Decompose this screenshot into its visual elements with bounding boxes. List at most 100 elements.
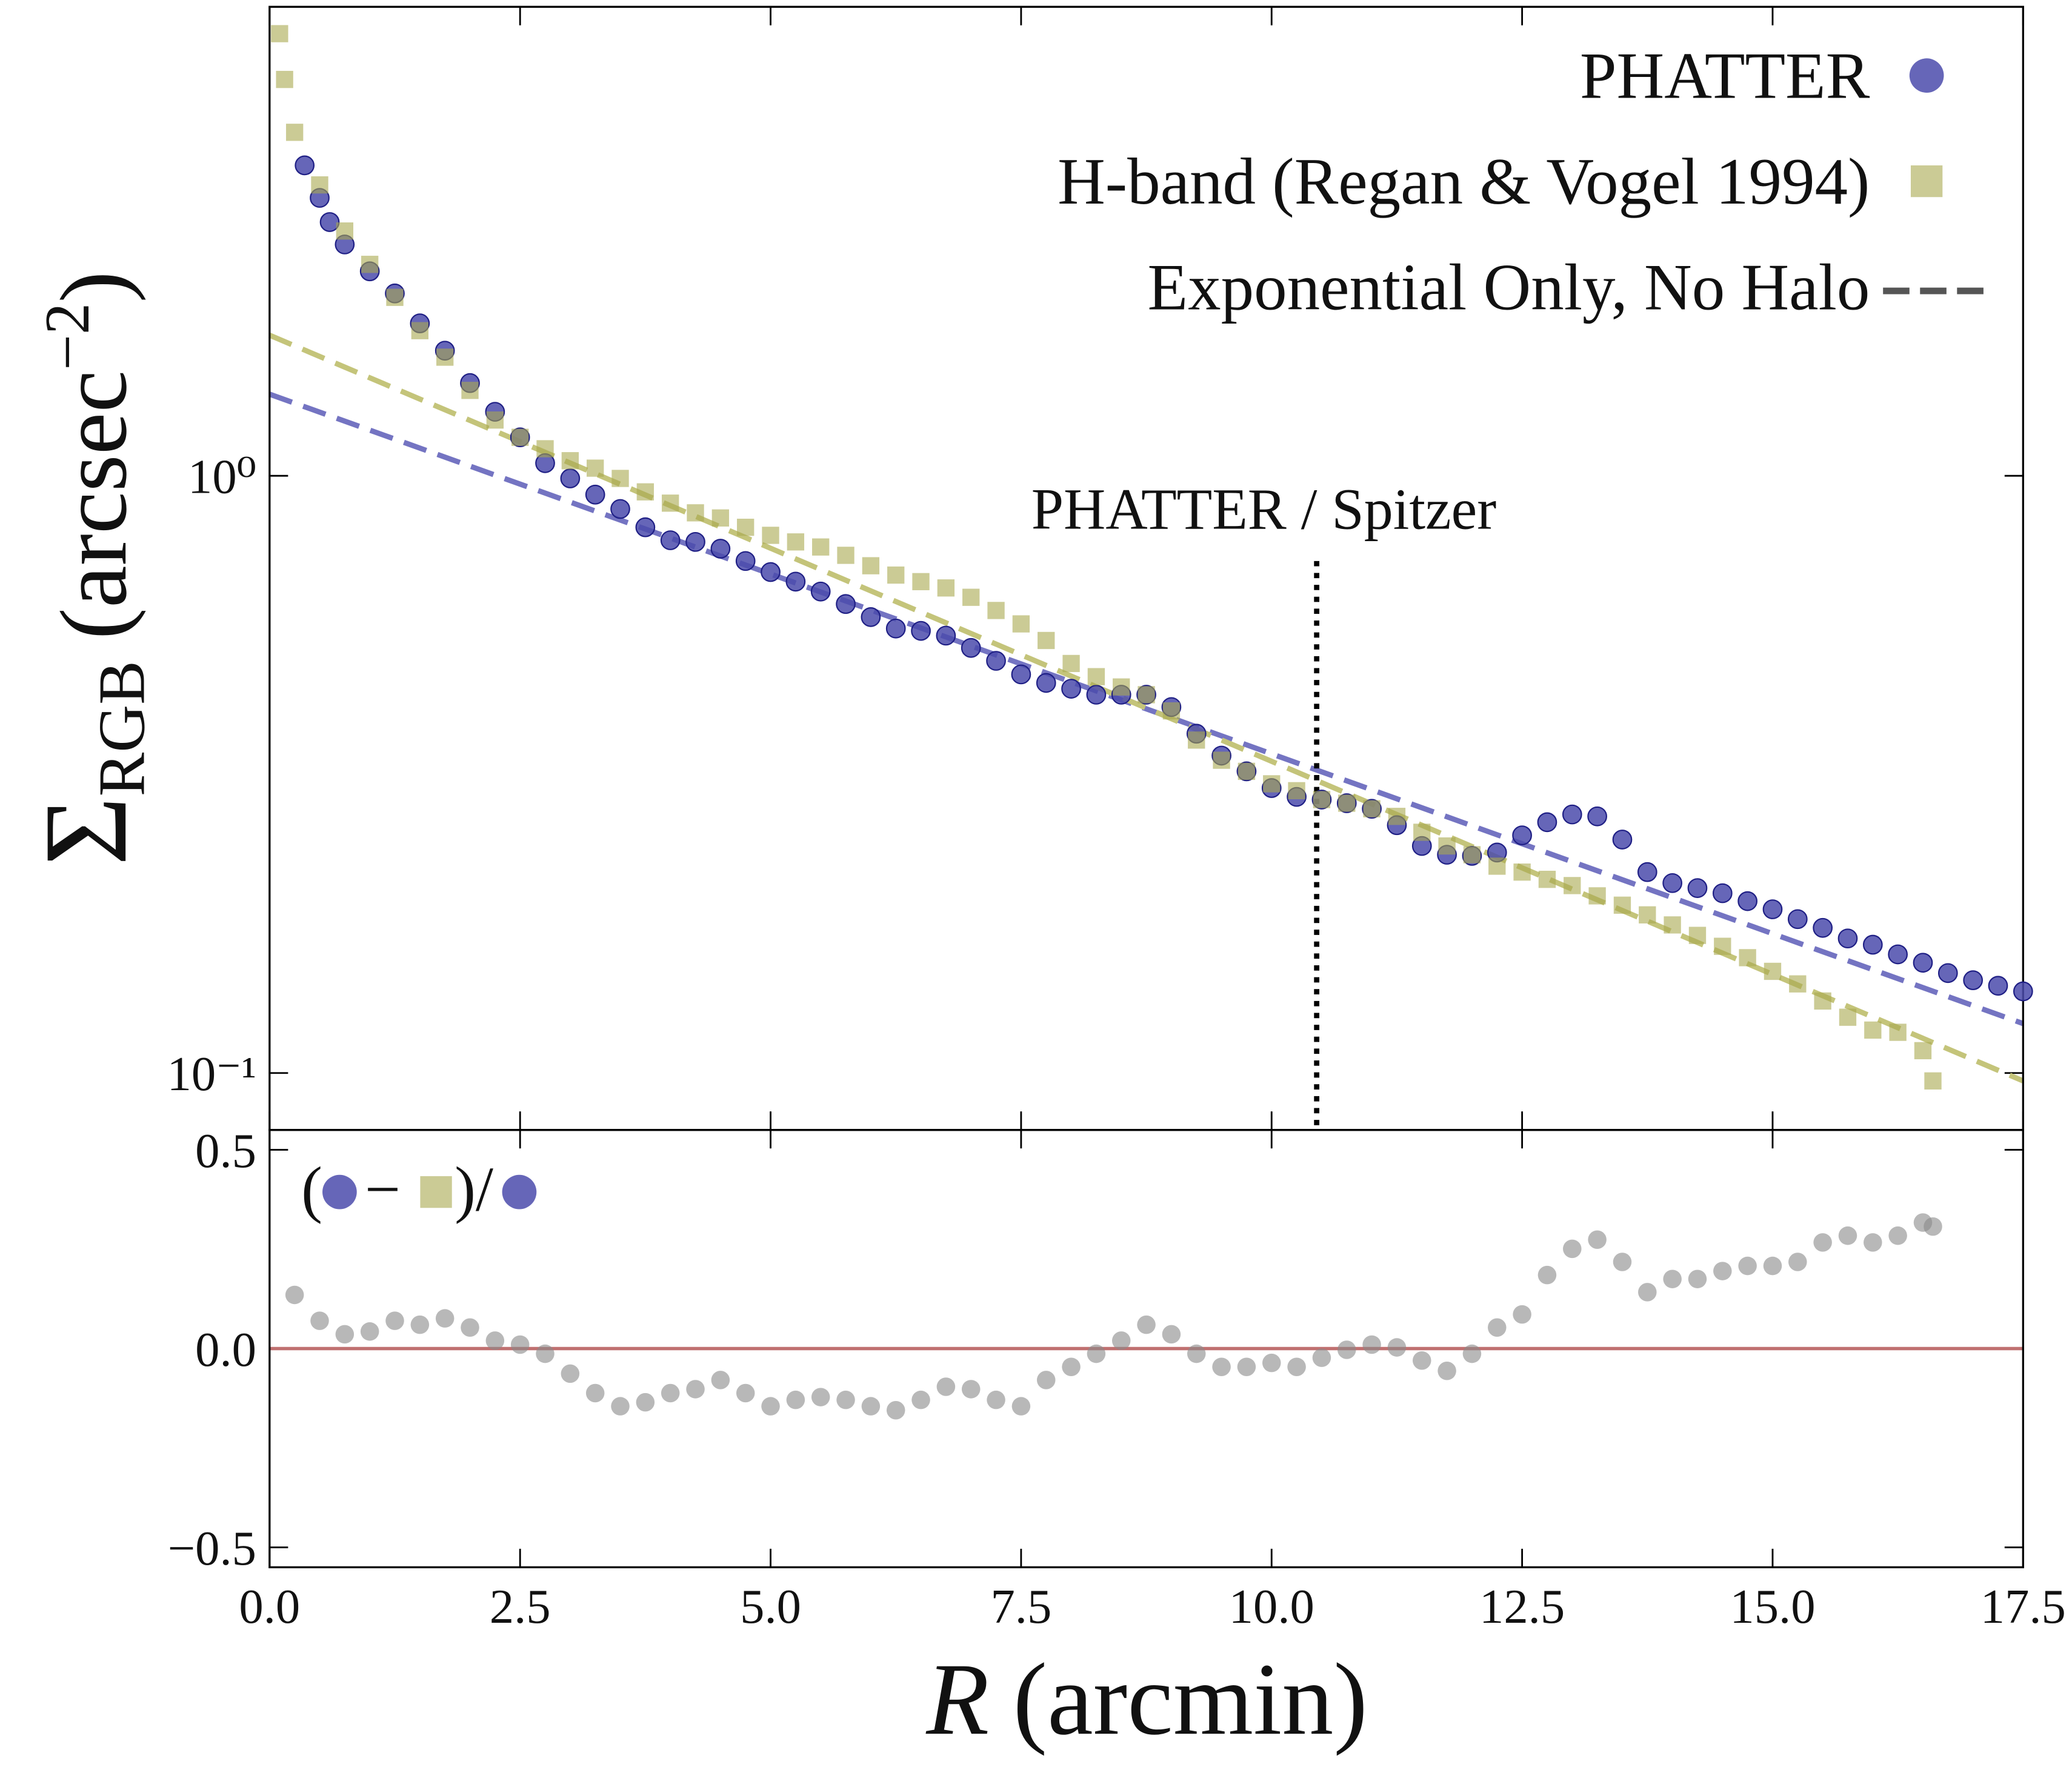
- y-tick-label: 10⁻¹: [167, 1047, 256, 1101]
- point: [1587, 806, 1607, 827]
- point: [1513, 1305, 1531, 1324]
- point: [836, 1390, 855, 1409]
- point: [1087, 1344, 1106, 1363]
- point: [1387, 1338, 1407, 1357]
- point: [461, 382, 479, 399]
- point: [1537, 812, 1557, 833]
- point: [1036, 1371, 1056, 1389]
- point: [1864, 1021, 1882, 1039]
- point: [1588, 1230, 1607, 1250]
- point: [1937, 963, 1958, 983]
- point: [1789, 975, 1807, 993]
- y-axis-label: ΣRGB (arcsec−2): [20, 271, 159, 865]
- point: [961, 637, 981, 658]
- point: [1663, 1270, 1682, 1288]
- x-axis-label: R (arcmin): [925, 1642, 1368, 1756]
- point: [1837, 928, 1858, 949]
- legend-marker: [502, 1174, 537, 1210]
- point: [1537, 1265, 1557, 1285]
- x-tick-label: 2.5: [490, 1580, 551, 1634]
- point: [1086, 685, 1107, 705]
- point: [587, 459, 604, 477]
- y-label-close: ): [41, 271, 146, 302]
- point: [1011, 664, 1031, 685]
- point: [1287, 1357, 1306, 1376]
- y-label-sup: −2: [32, 303, 102, 370]
- point: [1413, 824, 1431, 841]
- point: [585, 1383, 605, 1403]
- point: [1011, 1397, 1031, 1416]
- point: [1737, 891, 1757, 911]
- point: [1463, 846, 1481, 864]
- point: [1137, 1315, 1156, 1334]
- point: [1188, 731, 1205, 749]
- point: [987, 602, 1005, 619]
- point: [1363, 800, 1381, 817]
- point: [1764, 962, 1782, 980]
- point: [911, 621, 931, 641]
- point: [1113, 678, 1130, 696]
- point: [285, 1285, 304, 1305]
- point: [360, 1322, 379, 1341]
- point: [485, 1331, 505, 1350]
- point: [611, 470, 629, 487]
- point: [1488, 1318, 1507, 1337]
- point: [812, 538, 830, 556]
- point: [1212, 1357, 1231, 1376]
- point: [710, 539, 731, 559]
- point: [1662, 873, 1682, 893]
- point: [385, 1311, 404, 1330]
- point: [1312, 1348, 1331, 1367]
- point: [1637, 862, 1657, 882]
- point: [1813, 917, 1833, 938]
- point: [335, 1325, 355, 1344]
- point: [610, 499, 630, 519]
- point: [735, 551, 756, 571]
- annotation: PHATTER / Spitzer: [1031, 478, 1497, 542]
- point: [1488, 857, 1506, 875]
- point: [1513, 863, 1531, 881]
- y-label-symbol: Σ: [20, 796, 152, 865]
- x-tick-label: 12.5: [1479, 1580, 1565, 1634]
- point: [1738, 1256, 1757, 1276]
- point: [1788, 1253, 1807, 1271]
- plot-area: 10⁰ 10⁻¹ PHATTER / Spitzer: [167, 5, 2025, 1131]
- point: [2013, 981, 2033, 1002]
- y-tick-label: 0.0: [195, 1323, 256, 1377]
- point: [1564, 877, 1581, 894]
- point: [361, 256, 379, 273]
- point: [1913, 953, 1933, 973]
- point: [1187, 1344, 1206, 1363]
- point: [1924, 1072, 1942, 1090]
- point: [1162, 1325, 1181, 1344]
- point: [662, 494, 679, 512]
- point: [1639, 906, 1656, 923]
- y-label-unit: (arcsec: [41, 370, 146, 639]
- point: [1862, 934, 1883, 955]
- point: [1012, 615, 1030, 633]
- point: [1613, 896, 1631, 914]
- point: [561, 1364, 580, 1383]
- point: [1888, 1226, 1907, 1245]
- point: [1262, 1353, 1281, 1373]
- point: [1588, 887, 1606, 905]
- point: [1087, 668, 1105, 685]
- point: [1538, 870, 1556, 888]
- point: [861, 1397, 881, 1416]
- point: [295, 155, 315, 176]
- point: [811, 1388, 830, 1406]
- y-label-sub: RGB: [85, 661, 159, 796]
- point: [1963, 970, 1984, 991]
- point: [536, 440, 554, 458]
- point: [1061, 679, 1081, 699]
- point: [635, 517, 656, 537]
- point: [486, 411, 504, 429]
- point: [1924, 1217, 1942, 1236]
- x-tick-label: 0.0: [239, 1580, 300, 1634]
- point: [1062, 1357, 1081, 1376]
- point: [411, 322, 429, 339]
- point: [936, 1377, 956, 1396]
- point: [1413, 1351, 1431, 1370]
- point: [310, 1311, 329, 1330]
